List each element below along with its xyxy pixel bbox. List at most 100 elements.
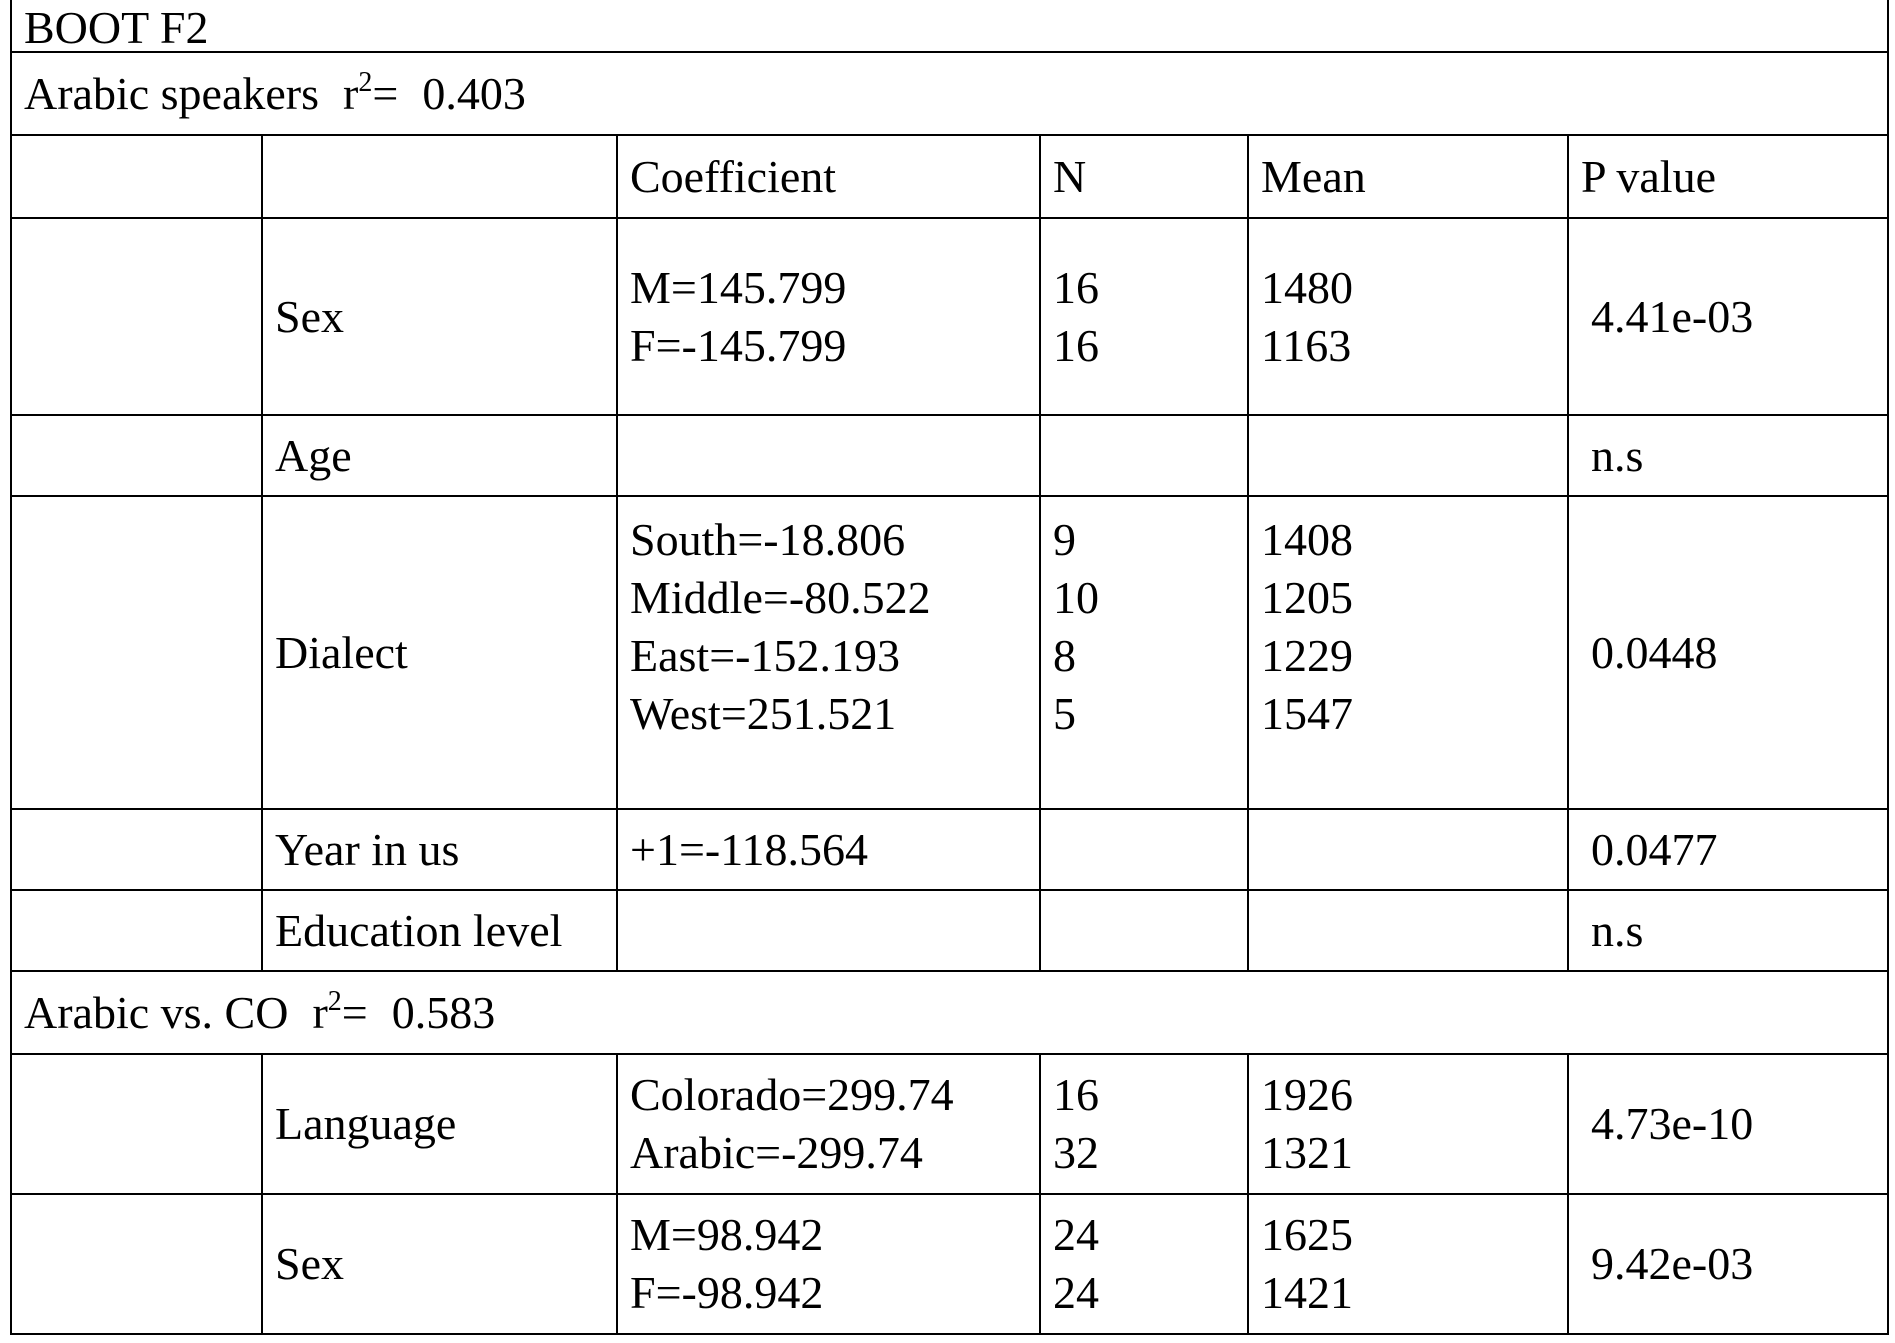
mean-values: [1247, 808, 1569, 891]
mean-values: 1408 1205 1229 1547: [1247, 495, 1569, 810]
header-row: Coefficient N Mean P value: [10, 134, 1890, 219]
section-heading: Arabic speakers r2= 0.403: [9, 51, 1890, 136]
mean-values: [1247, 414, 1569, 497]
mean-value: 1480: [1261, 261, 1353, 313]
p-value: 0.0448: [1566, 495, 1890, 810]
coefficient: South=-18.806: [630, 514, 906, 565]
n-value: 9: [1053, 514, 1076, 565]
empty-cell: [10, 414, 263, 497]
mean-value: 1625: [1261, 1209, 1353, 1260]
column-header: N: [1039, 134, 1249, 219]
coefficients: South=-18.806 Middle=-80.522 East=-152.193…: [616, 495, 1041, 810]
coefficient: +1=-118.564: [630, 823, 868, 875]
empty-cell: [261, 134, 618, 219]
table-body: BOOT F2 Arabic speakers r2= 0.403 Coefficie…: [9, 0, 1890, 1335]
data-row: Year in us +1=-118.564 0.0477: [10, 808, 1890, 891]
p-value: 0.0477: [1566, 808, 1890, 891]
column-header: P value: [1566, 134, 1890, 219]
mean-value: 1321: [1261, 1127, 1353, 1178]
mean-value: 1421: [1261, 1267, 1353, 1318]
n-values: [1039, 808, 1249, 891]
exponent: 2: [358, 66, 373, 98]
p-value: 4.73e-10: [1566, 1053, 1890, 1195]
coefficient: Colorado=299.74: [630, 1069, 954, 1120]
section-row: Arabic speakers r2= 0.403: [9, 51, 1890, 136]
coefficient: M=98.942: [630, 1209, 824, 1260]
p-value: 4.41e-03: [1566, 217, 1890, 416]
factor: Sex: [261, 217, 618, 416]
n-value: 10: [1053, 572, 1099, 623]
title: BOOT F2: [9, 0, 1890, 53]
mean-values: 1926 1321: [1247, 1053, 1569, 1195]
data-row: Age n.s: [10, 414, 1890, 497]
empty-cell: [10, 1053, 263, 1195]
title-row: BOOT F2: [9, 0, 1890, 53]
empty-cell: [10, 808, 263, 891]
mean-values: 1480 1163: [1247, 217, 1569, 416]
r2-value: 0.583: [391, 986, 496, 1038]
data-row: Sex M=145.799 F=-145.799 16 16 1480 1163 4.41e-…: [10, 217, 1890, 416]
coefficients: +1=-118.564: [616, 808, 1041, 891]
p-value: n.s: [1566, 414, 1890, 497]
coefficients: [616, 889, 1041, 972]
section-label: Arabic vs. CO: [24, 986, 289, 1038]
results-table: BOOT F2 Arabic speakers r2= 0.403 Coefficie…: [9, 0, 1890, 1335]
n-value: 5: [1053, 688, 1076, 739]
coefficient: Middle=-80.522: [630, 572, 931, 623]
data-row: Language Colorado=299.74 Arabic=-299.74 16 3…: [10, 1053, 1890, 1195]
equals: =: [341, 986, 368, 1038]
n-values: 16 32: [1039, 1053, 1249, 1195]
mean-value: 1926: [1261, 1069, 1353, 1120]
n-value: 32: [1053, 1127, 1099, 1178]
p-value: n.s: [1566, 889, 1890, 972]
n-value: 8: [1053, 630, 1076, 681]
mean-value: 1163: [1261, 319, 1352, 371]
empty-cell: [10, 134, 263, 219]
mean-value: 1547: [1261, 688, 1353, 739]
n-values: 9 10 8 5: [1039, 495, 1249, 810]
n-value: 16: [1053, 1069, 1099, 1120]
coefficient: West=251.521: [630, 688, 897, 739]
n-value: 16: [1053, 261, 1099, 313]
mean-value: 1229: [1261, 630, 1353, 681]
empty-cell: [10, 217, 263, 416]
r-symbol: r: [312, 986, 328, 1038]
mean-value: 1408: [1261, 514, 1353, 565]
coefficient: F=-145.799: [630, 319, 847, 371]
p-value: 9.42e-03: [1566, 1193, 1890, 1335]
n-value: 16: [1053, 319, 1099, 371]
section-label: Arabic speakers: [24, 67, 320, 119]
empty-cell: [10, 1193, 263, 1335]
data-row: Dialect South=-18.806 Middle=-80.522 East=-…: [10, 495, 1890, 810]
column-header: Mean: [1247, 134, 1569, 219]
mean-values: 1625 1421: [1247, 1193, 1569, 1335]
n-values: 24 24: [1039, 1193, 1249, 1335]
factor: Education level: [261, 889, 618, 972]
coefficients: [616, 414, 1041, 497]
coefficient: F=-98.942: [630, 1267, 824, 1318]
coefficients: M=145.799 F=-145.799: [616, 217, 1041, 416]
n-values: 16 16: [1039, 217, 1249, 416]
n-values: [1039, 889, 1249, 972]
section-heading: Arabic vs. CO r2= 0.583: [9, 970, 1890, 1055]
coefficient: East=-152.193: [630, 630, 900, 681]
r-symbol: r: [343, 67, 359, 119]
exponent: 2: [327, 985, 342, 1017]
coefficients: M=98.942 F=-98.942: [616, 1193, 1041, 1335]
n-values: [1039, 414, 1249, 497]
coefficient: Arabic=-299.74: [630, 1127, 923, 1178]
coefficient: M=145.799: [630, 261, 847, 313]
r2-value: 0.403: [422, 67, 526, 119]
factor: Language: [261, 1053, 618, 1195]
data-row: Sex M=98.942 F=-98.942 24 24 1625 1421 9.42e-03: [10, 1193, 1890, 1335]
mean-values: [1247, 889, 1569, 972]
empty-cell: [10, 889, 263, 972]
factor: Dialect: [261, 495, 618, 810]
coefficients: Colorado=299.74 Arabic=-299.74: [616, 1053, 1041, 1195]
data-row: Education level n.s: [10, 889, 1890, 972]
n-value: 24: [1053, 1267, 1099, 1318]
factor: Year in us: [261, 808, 618, 891]
empty-cell: [10, 495, 263, 810]
section-row: Arabic vs. CO r2= 0.583: [9, 970, 1890, 1055]
